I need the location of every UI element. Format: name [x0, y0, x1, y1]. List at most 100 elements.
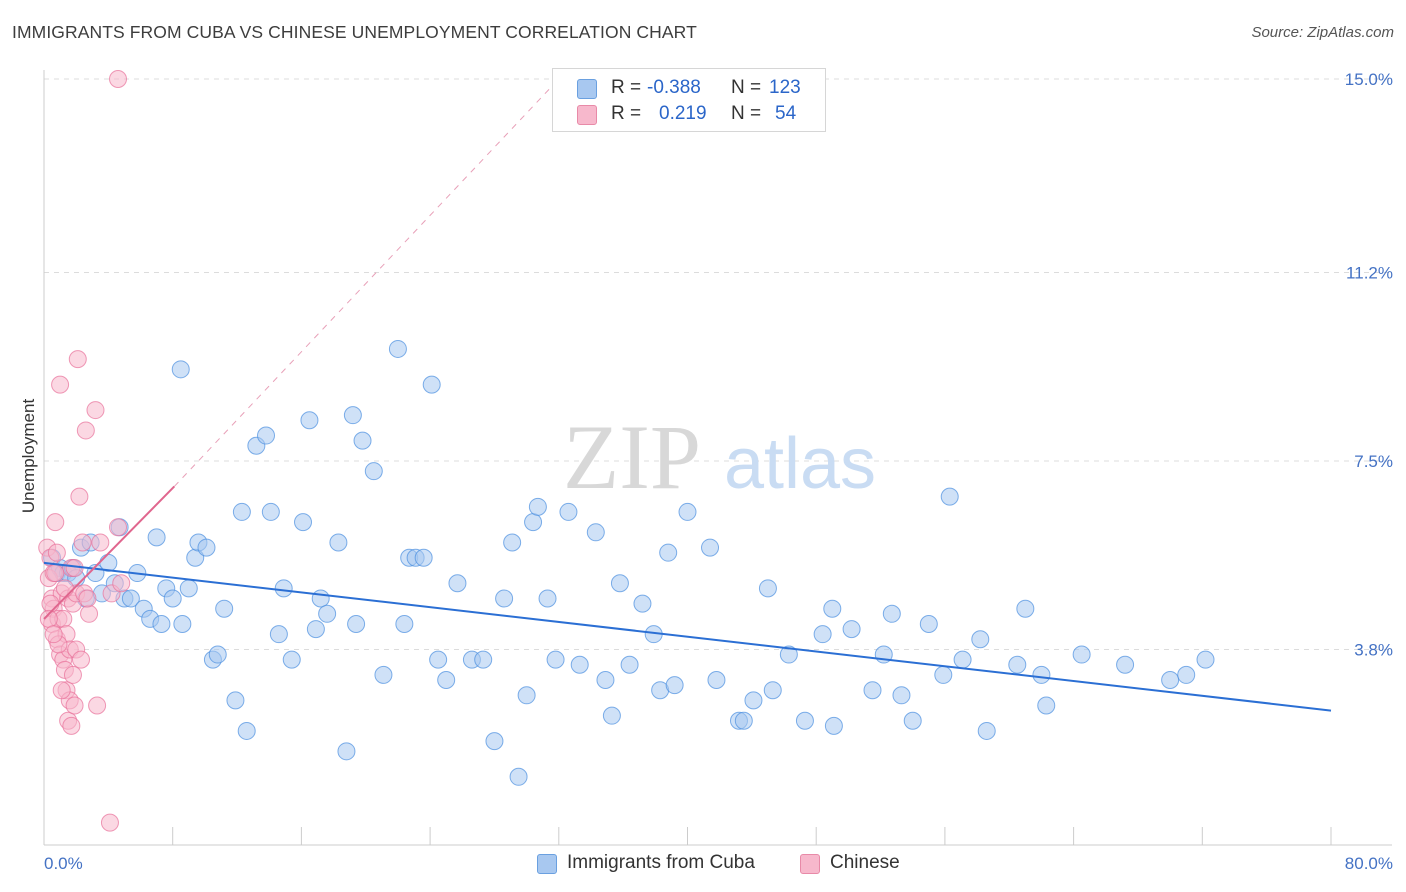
source-label: Source: ZipAtlas.com	[1251, 24, 1394, 41]
cuba-point	[173, 614, 192, 633]
cuba-point	[678, 502, 697, 521]
cuba-point	[274, 579, 293, 598]
cuba-point	[570, 655, 589, 674]
cuba-point	[300, 411, 319, 430]
cuba-point	[528, 497, 547, 516]
cuba-point	[586, 523, 605, 542]
cuba-point	[197, 538, 216, 557]
cuba-point	[437, 671, 456, 690]
chinese-point	[63, 665, 82, 684]
legend-swatch-cuba	[577, 79, 597, 99]
cuba-point	[208, 645, 227, 664]
cuba-point	[294, 513, 313, 532]
y-tick-label: 11.2%	[1346, 264, 1393, 283]
y-tick-label: 3.8%	[1354, 640, 1393, 659]
watermark-zip: ZIP	[563, 406, 701, 508]
y-tick-label: 7.5%	[1354, 452, 1393, 471]
cuba-point	[758, 579, 777, 598]
legend-swatch-chinese	[577, 105, 597, 125]
chinese-point	[55, 579, 74, 598]
cuba-point	[953, 650, 972, 669]
x-tick-label-min: 0.0%	[44, 854, 83, 873]
cuba-point	[1037, 696, 1056, 715]
x-tick-label-max: 80.0%	[1345, 854, 1393, 873]
cuba-point	[163, 589, 182, 608]
legend-n-label: N =	[731, 103, 762, 124]
cuba-point	[517, 686, 536, 705]
chinese-point	[72, 650, 91, 669]
cuba-point	[596, 671, 615, 690]
trend-lines	[43, 78, 1332, 712]
cuba-point	[602, 706, 621, 725]
cuba-point	[1016, 599, 1035, 618]
cuba-point	[269, 625, 288, 644]
cuba-point	[734, 711, 753, 730]
correlation-legend: R = -0.388 N = 123 R = 0.219 N = 54	[552, 68, 826, 132]
chinese-point	[109, 70, 128, 88]
cuba-point	[226, 691, 245, 710]
cuba-point	[343, 406, 362, 425]
cuba-point	[823, 599, 842, 618]
cuba-point	[824, 716, 843, 735]
chart-title: IMMIGRANTS FROM CUBA VS CHINESE UNEMPLOY…	[12, 22, 697, 42]
cuba-point	[171, 360, 190, 379]
cuba-point	[524, 513, 543, 532]
chinese-point	[91, 533, 110, 552]
cuba-point	[559, 502, 578, 521]
legend-n-label: N =	[731, 77, 762, 98]
chinese-point	[78, 589, 97, 608]
series-chinese	[38, 70, 131, 832]
cuba-point	[892, 686, 911, 705]
chinese-point	[80, 604, 99, 623]
chinese-point	[70, 487, 89, 506]
cuba-point	[347, 614, 366, 633]
cuba-point	[763, 681, 782, 700]
cuba-point	[422, 375, 441, 394]
cuba-point	[179, 579, 198, 598]
cuba-point	[903, 711, 922, 730]
cuba-point	[509, 767, 528, 786]
cuba-point	[306, 620, 325, 639]
cuba-point	[232, 502, 251, 521]
cuba-point	[971, 630, 990, 649]
grid-lines	[44, 78, 1392, 650]
chinese-point	[41, 594, 60, 613]
cuba-point	[215, 599, 234, 618]
cuba-point	[337, 742, 356, 761]
cuba-point	[633, 594, 652, 613]
watermark: ZIP atlas	[563, 406, 876, 508]
cuba-point	[503, 533, 522, 552]
trend-line-chinese	[43, 485, 176, 620]
y-tick-label: 15.0%	[1345, 70, 1393, 89]
cuba-point	[474, 650, 493, 669]
cuba-point	[940, 487, 959, 506]
legend-n-value-chinese: 54	[775, 103, 797, 124]
cuba-point	[364, 462, 383, 481]
chinese-point	[51, 375, 70, 394]
cuba-point	[610, 574, 629, 593]
cuba-point	[448, 574, 467, 593]
legend-r-label: R =	[611, 103, 642, 124]
cuba-point	[485, 732, 504, 751]
cuba-point	[1072, 645, 1091, 664]
cuba-point	[1177, 665, 1196, 684]
cuba-point	[779, 645, 798, 664]
chinese-point	[112, 574, 131, 593]
cuba-point	[495, 589, 514, 608]
cuba-point	[1161, 671, 1180, 690]
cuba-point	[261, 502, 280, 521]
bottom-legend-label-chinese: Chinese	[830, 852, 900, 873]
cuba-point	[1196, 650, 1215, 669]
chinese-point	[52, 681, 71, 700]
cuba-point	[546, 650, 565, 669]
cuba-point	[842, 620, 861, 639]
cuba-point	[429, 650, 448, 669]
cuba-point	[152, 614, 171, 633]
chinese-point	[46, 564, 65, 583]
cuba-point	[795, 711, 814, 730]
cuba-point	[329, 533, 348, 552]
cuba-point	[977, 721, 996, 740]
tick-labels: 3.8% 7.5% 11.2% 15.0% 0.0% 80.0%	[44, 70, 1393, 873]
legend-n-value-cuba: 123	[769, 77, 801, 98]
